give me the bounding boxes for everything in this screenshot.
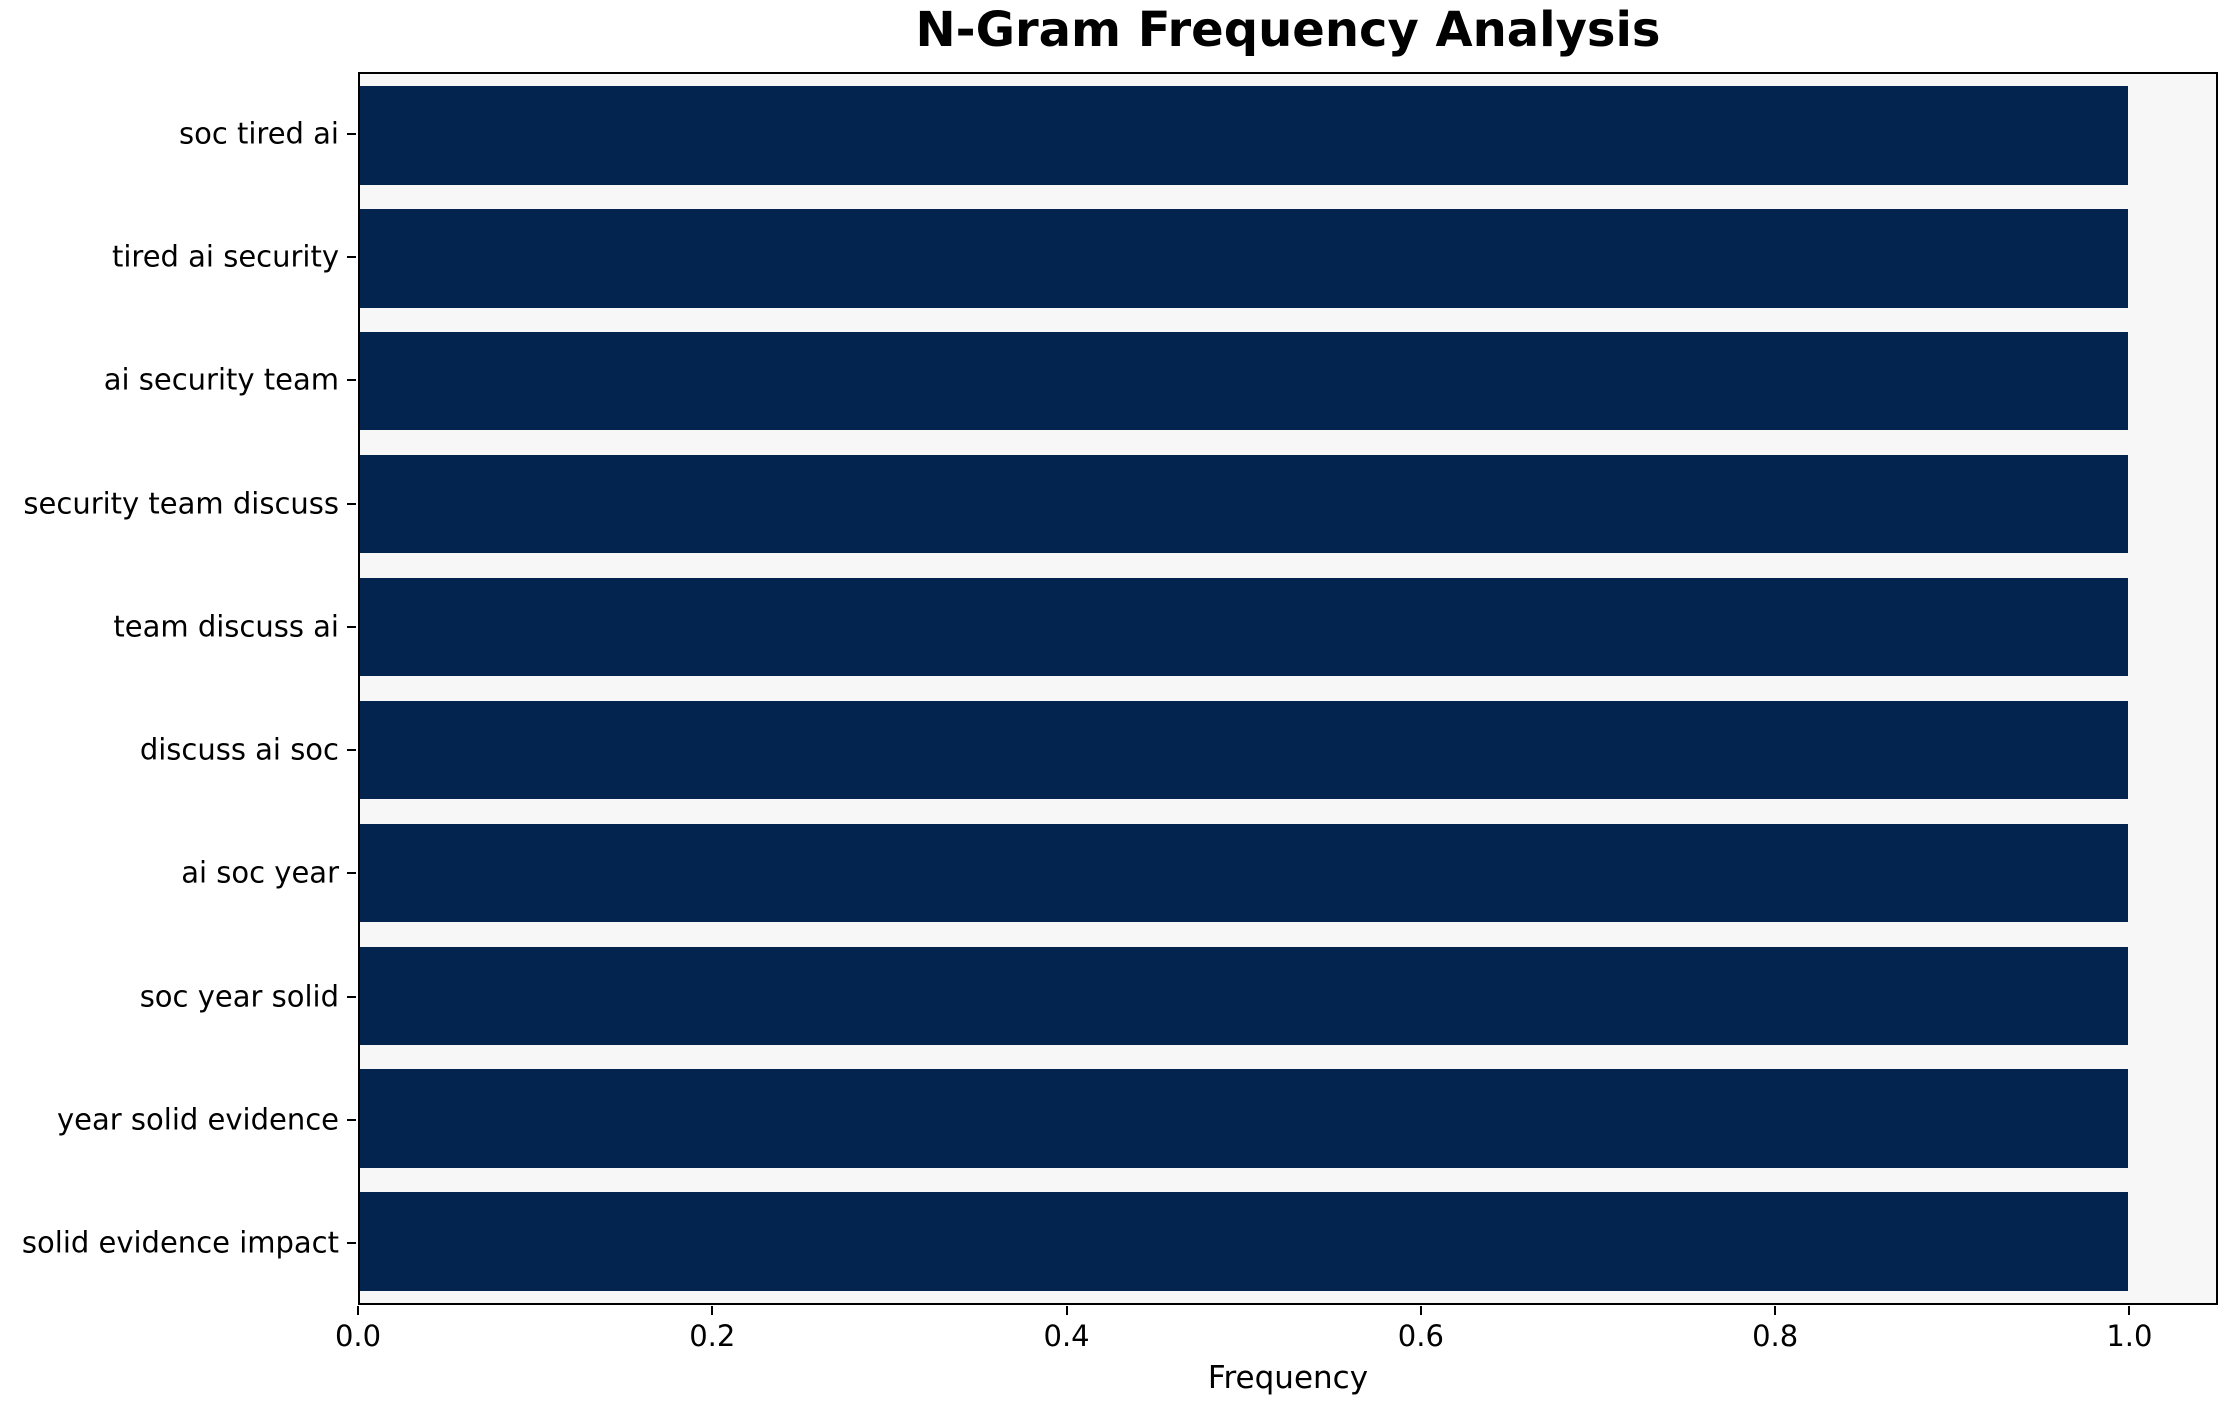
bar [360,1069,2128,1168]
x-tick-mark [2128,1306,2131,1315]
chart-title: N-Gram Frequency Analysis [915,2,1661,58]
plot-area [358,72,2218,1305]
y-tick-label: team discuss ai [113,609,339,644]
y-tick-mark [347,1119,356,1122]
y-tick-label: soc tired ai [178,116,339,151]
y-tick-mark [347,749,356,752]
y-tick-mark [347,872,356,875]
y-tick-label: solid evidence impact [21,1225,339,1260]
x-axis-label: Frequency [1207,1360,1369,1396]
y-tick-mark [347,255,356,258]
x-tick-label: 1.0 [2106,1319,2153,1353]
x-tick-mark [1419,1306,1422,1315]
y-tick-mark [347,625,356,628]
bar [360,946,2128,1045]
x-tick-label: 0.0 [334,1319,382,1353]
bar [360,823,2128,922]
plot-area-wrap: Frequency soc tired ai tired ai security a… [22,72,2218,1394]
bar [360,332,2128,431]
y-tick-label: year solid evidence [57,1102,339,1137]
y-tick-mark [347,379,356,382]
x-tick-label: 0.8 [1752,1319,1799,1353]
x-tick-label: 0.2 [689,1319,736,1353]
x-tick-label: 0.4 [1043,1319,1090,1353]
y-tick-mark [347,502,356,505]
y-tick-label: discuss ai soc [139,732,339,767]
x-tick-mark [1774,1306,1777,1315]
y-tick-mark [347,132,356,135]
y-tick-label: soc year solid [139,979,339,1014]
y-tick-label: tired ai security [111,239,339,274]
y-tick-mark [347,995,356,998]
y-tick-label: security team discuss [23,486,339,521]
x-tick-label: 0.6 [1397,1319,1444,1353]
bar [360,700,2128,800]
bar [360,209,2128,308]
bar [360,577,2128,677]
x-tick-mark [711,1306,714,1315]
bar [360,86,2128,185]
bar [360,1192,2128,1291]
x-tick-mark [1065,1306,1068,1315]
y-tick-mark [347,1242,356,1245]
bar [360,454,2128,554]
x-tick-mark [357,1306,359,1315]
y-tick-label: ai soc year [181,855,339,890]
y-tick-label: ai security team [103,362,339,397]
